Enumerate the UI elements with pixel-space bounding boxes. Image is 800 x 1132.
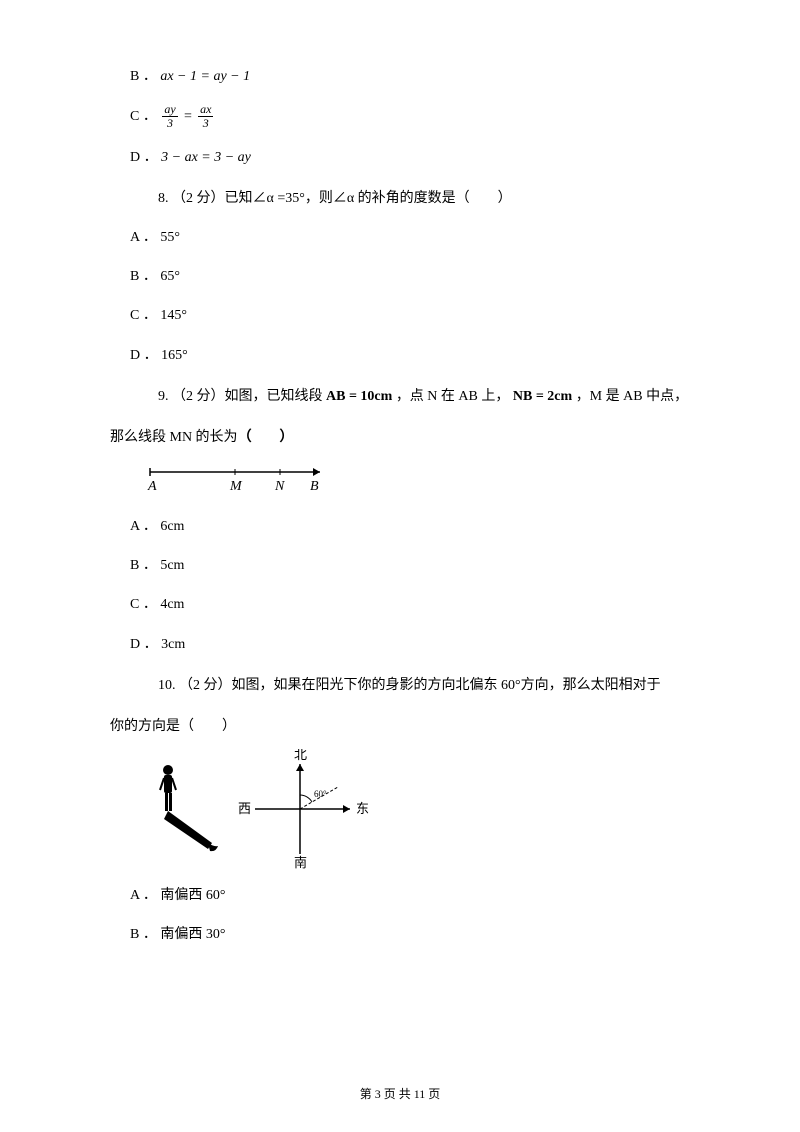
q9-option-d: D ． 3cm xyxy=(130,632,720,657)
q8-option-c: C ． 145° xyxy=(130,303,720,328)
q8-option-b: B ． 65° xyxy=(130,264,720,289)
west-label: 西 xyxy=(238,801,251,816)
south-label: 南 xyxy=(294,855,307,869)
page-content: B ． ax − 1 = ay − 1 C ． ay 3 = ax 3 D ． … xyxy=(0,0,800,992)
q8-option-d: D ． 165° xyxy=(130,343,720,368)
q10-option-b: B ． 南偏西 30° xyxy=(130,922,720,947)
label-b: B xyxy=(310,479,319,494)
option-label: D ． xyxy=(130,150,158,165)
compass-svg: 60° 北 南 东 西 xyxy=(140,749,400,869)
text: 那么线段 MN 的长为 xyxy=(110,430,238,445)
q8-option-a: A ． 55° xyxy=(130,225,720,250)
question-text: 8. （2 分）已知∠α =35°，则∠α 的补角的度数是（ ） xyxy=(158,191,512,206)
fraction: ax 3 xyxy=(198,103,213,130)
text: 10. （2 分）如图，如果在阳光下你的身影的方向北偏东 60°方向，那么太阳相… xyxy=(158,678,661,693)
q9-option-c: C ． 4cm xyxy=(130,592,720,617)
fraction: ay 3 xyxy=(162,103,177,130)
formula: ax − 1 = ay − 1 xyxy=(160,69,250,84)
q7-option-c: C ． ay 3 = ax 3 xyxy=(130,103,720,130)
text: ，M 是 AB 中点， xyxy=(572,389,688,404)
text: ，点 N 在 AB 上， xyxy=(392,389,513,404)
q9-diagram: A M N B xyxy=(140,460,720,500)
q9-option-a: A ． 6cm xyxy=(130,514,720,539)
text: 你的方向是（ ） xyxy=(110,719,236,734)
east-label: 东 xyxy=(356,801,369,816)
label-n: N xyxy=(274,479,285,494)
q9-stem-line2: 那么线段 MN 的长为（ ） xyxy=(110,425,720,450)
q9-stem-line1: 9. （2 分）如图，已知线段 AB = 10cm ，点 N 在 AB 上， N… xyxy=(130,384,720,409)
angle-label: 60° xyxy=(314,789,327,799)
footer-text: 第 3 页 共 11 页 xyxy=(360,1087,441,1101)
blank: （ ） xyxy=(238,430,294,445)
q8-stem: 8. （2 分）已知∠α =35°，则∠α 的补角的度数是（ ） xyxy=(130,186,720,211)
q10-stem-line2: 你的方向是（ ） xyxy=(110,714,720,739)
text: 9. （2 分）如图，已知线段 xyxy=(158,389,326,404)
page-footer: 第 3 页 共 11 页 xyxy=(0,1085,800,1102)
math: NB = 2cm xyxy=(513,389,572,404)
option-label: B ． xyxy=(130,69,157,84)
north-label: 北 xyxy=(294,749,307,762)
label-a: A xyxy=(147,479,157,494)
q10-diagram: 60° 北 南 东 西 xyxy=(140,749,720,869)
label-m: M xyxy=(229,479,243,494)
math: AB = 10cm xyxy=(326,389,392,404)
q9-option-b: B ． 5cm xyxy=(130,553,720,578)
formula: 3 − ax = 3 − ay xyxy=(161,150,251,165)
q7-option-b: B ． ax − 1 = ay − 1 xyxy=(130,64,720,89)
option-label: C ． xyxy=(130,109,157,124)
person-icon xyxy=(160,765,176,811)
q10-option-a: A ． 南偏西 60° xyxy=(130,883,720,908)
compass-icon: 60° 北 南 东 西 xyxy=(238,749,369,869)
line-segment-svg: A M N B xyxy=(140,460,340,500)
shadow-icon xyxy=(164,811,218,851)
equals: = xyxy=(183,109,196,124)
q7-option-d: D ． 3 − ax = 3 − ay xyxy=(130,145,720,170)
q10-stem-line1: 10. （2 分）如图，如果在阳光下你的身影的方向北偏东 60°方向，那么太阳相… xyxy=(130,673,720,698)
